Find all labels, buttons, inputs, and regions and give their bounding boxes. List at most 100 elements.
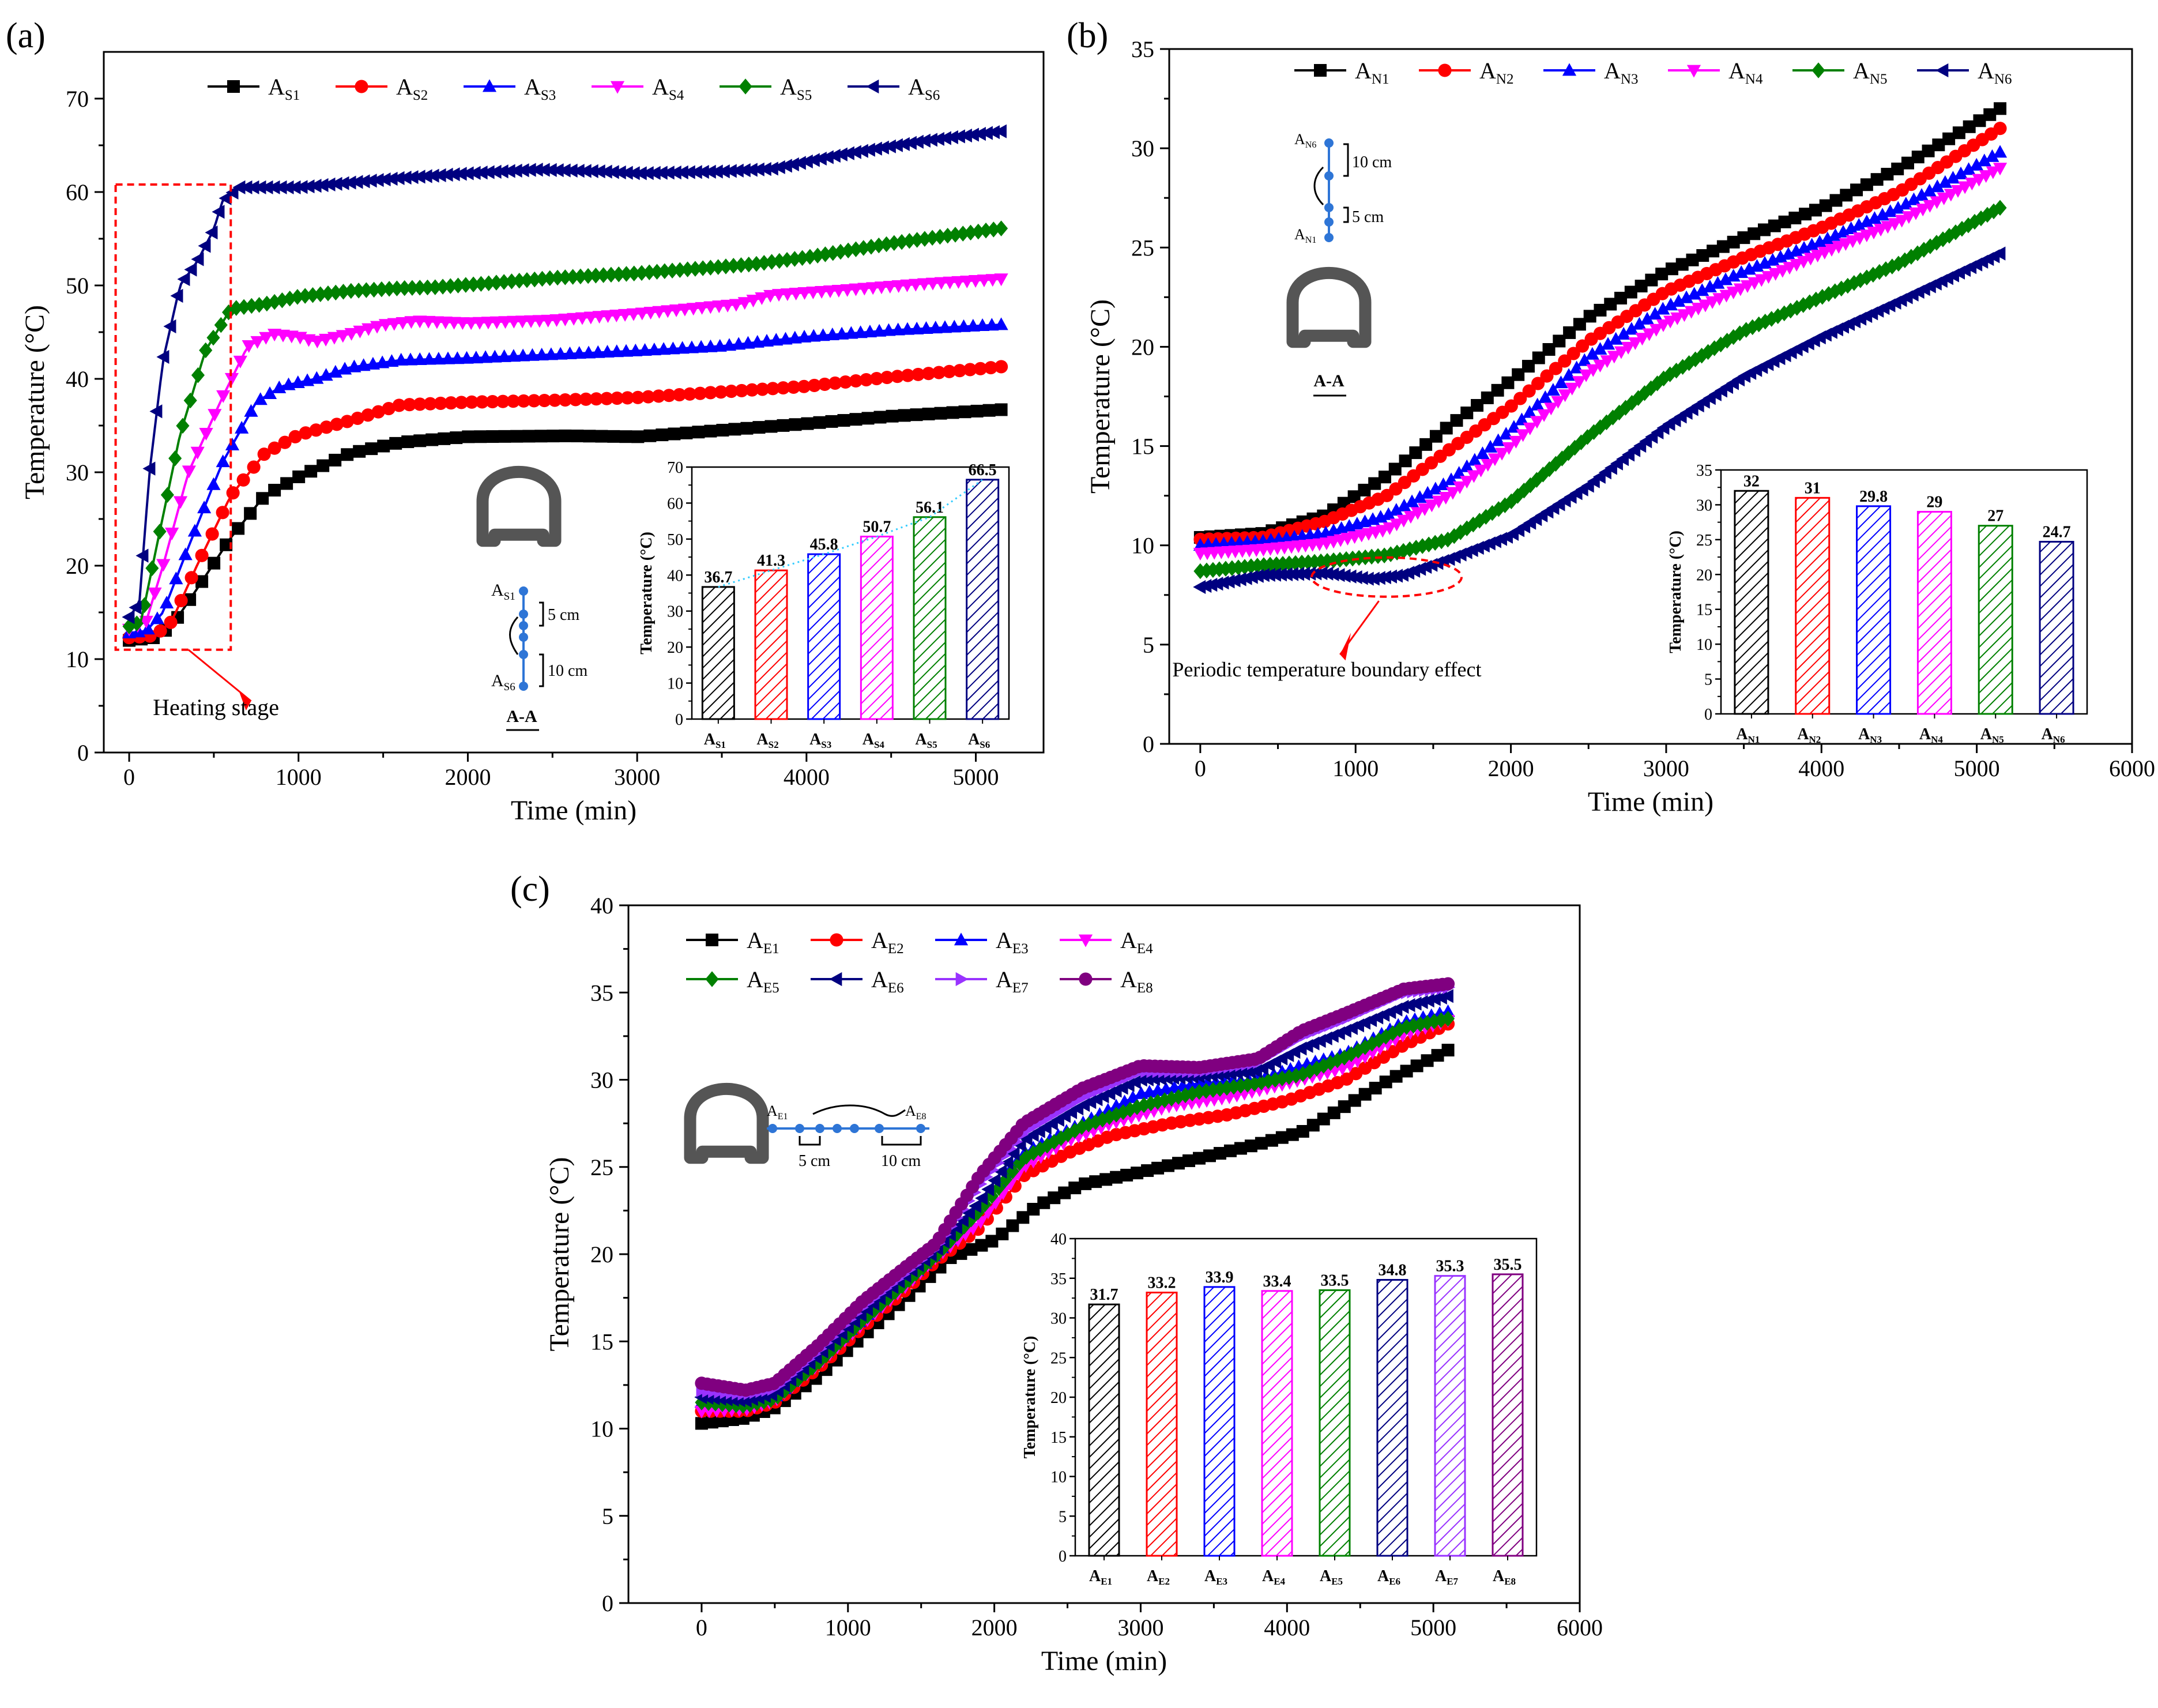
- data-point-s6: [322, 177, 336, 191]
- inset-x-tick-label-sub: E2: [1158, 1576, 1170, 1587]
- bar-n2: [1795, 496, 1831, 715]
- data-point-e1: [1193, 1152, 1206, 1165]
- data-point-s5: [122, 618, 136, 635]
- data-point-s4: [567, 313, 581, 326]
- data-point-e1: [1099, 1173, 1113, 1186]
- data-point-n4: [1445, 487, 1460, 500]
- data-point-s6: [952, 129, 965, 144]
- data-point-s3: [394, 352, 408, 366]
- data-point-s2: [216, 506, 229, 520]
- data-point-s5: [941, 228, 955, 244]
- data-point-s4: [823, 285, 838, 298]
- inset-y-tick-label: 30: [1050, 1310, 1067, 1328]
- data-point-e5: [1241, 1077, 1255, 1093]
- data-point-s6: [426, 168, 439, 183]
- data-point-n4: [1396, 514, 1411, 528]
- data-point-s4: [404, 316, 419, 329]
- data-point-n3: [1687, 287, 1701, 300]
- data-point-s2: [299, 426, 312, 440]
- inset-y-tick-label: 30: [1696, 496, 1712, 514]
- data-point-s6: [225, 185, 239, 200]
- inset-x-tick-label-sub: E5: [1331, 1576, 1343, 1587]
- inset-x-tick-label-main: A: [1147, 1567, 1159, 1585]
- data-point-n1: [1604, 298, 1617, 311]
- data-point-n3: [1859, 215, 1874, 228]
- data-point-s3: [863, 324, 877, 337]
- data-point-n1: [1758, 223, 1771, 236]
- data-point-e1: [1151, 1161, 1165, 1175]
- data-point-s2: [683, 387, 696, 401]
- data-point-n5: [1193, 563, 1207, 580]
- sensor-label-bottom-sub: N1: [1305, 235, 1317, 245]
- data-point-n4: [1425, 499, 1439, 513]
- data-point-e1: [1048, 1191, 1061, 1205]
- data-point-s3: [534, 348, 549, 361]
- data-point-n3: [1671, 294, 1686, 307]
- data-point-s2: [932, 366, 946, 379]
- data-point-n5: [1511, 488, 1524, 504]
- data-point-s4: [139, 615, 153, 629]
- data-point-s2: [236, 473, 250, 487]
- bar-e3: [1203, 1286, 1236, 1557]
- x-tick-label: 4000: [1798, 755, 1844, 781]
- data-point-n1: [1994, 102, 2007, 115]
- data-point-s5: [642, 264, 656, 281]
- data-point-s6: [551, 163, 564, 178]
- data-point-s1: [341, 448, 354, 461]
- y-tick-label: 40: [590, 893, 613, 919]
- data-point-n4: [1656, 319, 1671, 332]
- bar-value-label: 41.3: [757, 552, 785, 570]
- data-point-s2: [382, 401, 396, 416]
- legend-item-e3: AE3: [935, 927, 1029, 957]
- data-point-s6: [959, 128, 972, 143]
- data-point-s1: [450, 431, 463, 445]
- legend-label-n5-sub: N5: [1870, 72, 1888, 87]
- data-point-e1: [1255, 1137, 1268, 1150]
- inset-y-tick-label: 10: [1696, 636, 1712, 654]
- data-point-n3: [1914, 188, 1929, 201]
- data-point-s5: [574, 268, 587, 285]
- legend-item-e1: AE1: [686, 927, 779, 957]
- inset-x-tick-label: AE2: [1147, 1567, 1170, 1587]
- data-point-e6: [1402, 998, 1415, 1013]
- data-point-n1: [1737, 231, 1750, 244]
- inset-x-tick-label: AN2: [1797, 725, 1821, 745]
- bar-value-label: 34.8: [1379, 1262, 1407, 1280]
- data-point-s6: [668, 165, 681, 180]
- bar-value-label: 33.2: [1148, 1274, 1176, 1292]
- data-point-n5: [1365, 548, 1379, 565]
- inset-x-tick-label-sub: N6: [2053, 734, 2065, 745]
- data-point-s5: [466, 276, 480, 292]
- data-point-n1: [1388, 462, 1402, 476]
- data-point-s6: [253, 180, 266, 194]
- x-tick-label: 6000: [2109, 755, 2155, 781]
- legend-item-s6: AS6: [848, 74, 940, 103]
- data-point-e1: [1182, 1154, 1196, 1167]
- data-point-e1: [1058, 1186, 1071, 1199]
- data-point-s5: [145, 560, 159, 577]
- data-point-n3: [1969, 157, 1984, 171]
- data-point-s5: [612, 266, 626, 283]
- data-point-n3: [1561, 368, 1576, 381]
- data-point-s5: [489, 274, 503, 291]
- legend-label-s5-main: A: [780, 74, 797, 100]
- data-point-s3: [141, 622, 155, 635]
- data-point-s6: [336, 176, 349, 190]
- inset-x-tick-label-sub: E4: [1274, 1576, 1285, 1587]
- data-point-n2: [1549, 362, 1562, 375]
- data-point-s5: [543, 270, 557, 287]
- data-point-s2: [226, 486, 240, 500]
- data-point-n5: [1676, 359, 1690, 375]
- series-s5: [122, 220, 1008, 635]
- data-point-s1: [704, 424, 717, 438]
- data-point-s6: [606, 165, 619, 179]
- data-point-s2: [361, 408, 375, 422]
- data-point-s3: [834, 326, 849, 340]
- data-point-e1: [1358, 1088, 1372, 1101]
- data-point-s2: [786, 380, 801, 394]
- data-point-s6: [537, 163, 550, 177]
- data-point-s5: [581, 268, 595, 284]
- data-point-s3: [253, 392, 268, 405]
- data-point-s1: [329, 453, 342, 466]
- legend-item-s5: AS5: [720, 74, 812, 103]
